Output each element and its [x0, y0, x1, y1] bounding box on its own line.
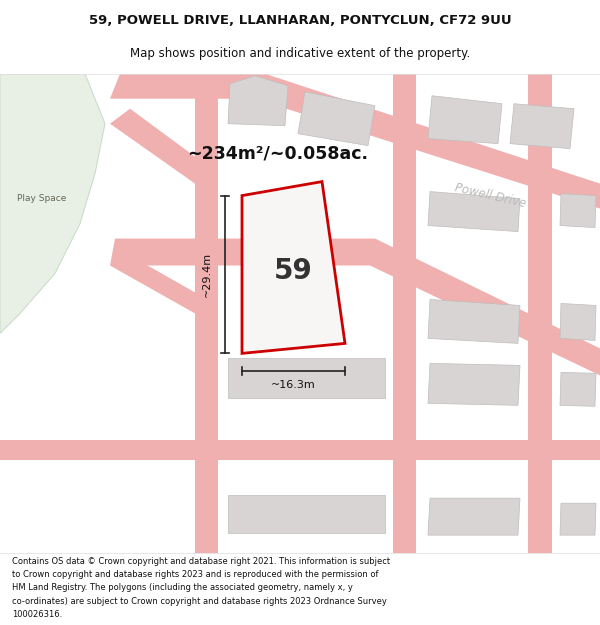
Polygon shape — [110, 109, 218, 184]
Polygon shape — [195, 74, 218, 553]
Text: Map shows position and indicative extent of the property.: Map shows position and indicative extent… — [130, 47, 470, 59]
Text: co-ordinates) are subject to Crown copyright and database rights 2023 Ordnance S: co-ordinates) are subject to Crown copyr… — [12, 597, 387, 606]
Text: to Crown copyright and database rights 2023 and is reproduced with the permissio: to Crown copyright and database rights 2… — [12, 570, 379, 579]
Polygon shape — [228, 358, 385, 398]
Polygon shape — [560, 194, 596, 228]
Polygon shape — [228, 495, 385, 533]
Polygon shape — [560, 503, 596, 535]
Polygon shape — [560, 304, 596, 341]
Text: Powell Drive: Powell Drive — [453, 181, 527, 210]
Polygon shape — [0, 74, 105, 333]
Polygon shape — [228, 76, 288, 126]
Polygon shape — [528, 74, 552, 553]
Polygon shape — [110, 74, 600, 209]
Polygon shape — [110, 256, 218, 314]
Text: 59: 59 — [274, 258, 313, 286]
Polygon shape — [242, 182, 345, 353]
Text: Powell Drive: Powell Drive — [258, 239, 328, 264]
Polygon shape — [393, 74, 416, 553]
Polygon shape — [0, 440, 600, 460]
Text: ~234m²/~0.058ac.: ~234m²/~0.058ac. — [187, 144, 368, 162]
Polygon shape — [428, 363, 520, 406]
Polygon shape — [428, 299, 520, 343]
Text: Play Space: Play Space — [17, 194, 67, 203]
Polygon shape — [428, 192, 520, 231]
Text: HM Land Registry. The polygons (including the associated geometry, namely x, y: HM Land Registry. The polygons (includin… — [12, 583, 353, 592]
Text: 59, POWELL DRIVE, LLANHARAN, PONTYCLUN, CF72 9UU: 59, POWELL DRIVE, LLANHARAN, PONTYCLUN, … — [89, 14, 511, 27]
Text: ~29.4m: ~29.4m — [202, 252, 212, 297]
Polygon shape — [510, 104, 574, 149]
Polygon shape — [428, 96, 502, 144]
Polygon shape — [560, 372, 596, 406]
Polygon shape — [110, 239, 600, 376]
Text: 100026316.: 100026316. — [12, 610, 62, 619]
Polygon shape — [428, 498, 520, 535]
Text: Contains OS data © Crown copyright and database right 2021. This information is : Contains OS data © Crown copyright and d… — [12, 557, 390, 566]
Text: ~16.3m: ~16.3m — [271, 381, 316, 391]
Polygon shape — [298, 92, 375, 146]
